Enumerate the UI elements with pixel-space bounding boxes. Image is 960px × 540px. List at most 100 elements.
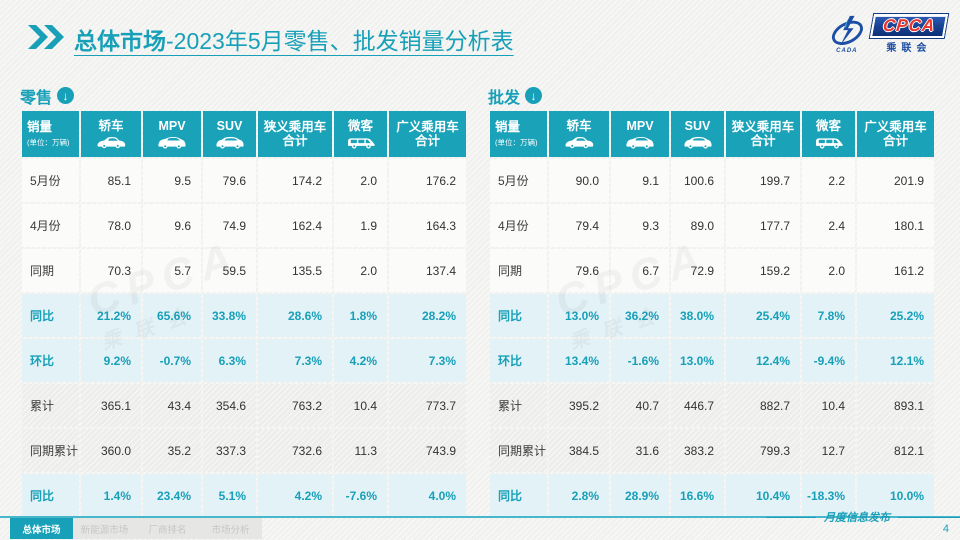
cell-value: 137.4 (389, 249, 466, 292)
cell-value: -18.3% (802, 474, 855, 517)
row-label: 环比 (22, 339, 79, 382)
table-row: 同比 21.2% 65.6% 33.8% 28.6% 1.8% 28.2% (22, 294, 466, 337)
suv-icon (671, 136, 724, 149)
cell-value: 43.4 (143, 384, 201, 427)
cell-value: 395.2 (549, 384, 609, 427)
cell-value: 180.1 (857, 204, 934, 247)
page-title: 总体市场-2023年5月零售、批发销量分析表 (74, 22, 514, 56)
mpv-icon (143, 136, 201, 149)
cell-value: 6.3% (203, 339, 256, 382)
cell-value: 100.6 (671, 159, 724, 202)
table-row: 环比 13.4% -1.6% 13.0% 12.4% -9.4% 12.1% (490, 339, 934, 382)
cell-value: 201.9 (857, 159, 934, 202)
wholesale-label-row: 批发 ↓ (488, 84, 936, 107)
row-label: 4月份 (22, 204, 79, 247)
sedan-icon (81, 136, 141, 149)
row-label: 5月份 (22, 159, 79, 202)
retail-label: 零售 (20, 89, 53, 107)
row-label: 4月份 (490, 204, 547, 247)
cpca-logo: CADA CPCA 乘联会 (827, 13, 949, 54)
cpca-swoosh-icon: CADA (827, 13, 867, 54)
retail-table-block: 零售 ↓ 销量 (单位：万辆) 轿车 MPV SUV 狭义乘用车 合计 微客 广义乘用车 合计 5月… (20, 84, 468, 519)
cell-value: -1.6% (611, 339, 669, 382)
wholesale-label: 批发 (488, 89, 521, 107)
wholesale-table: 销量 (单位：万辆) 轿车 MPV SUV 狭义乘用车 合计 微客 广义乘用车 合计 5月份 90.0… (488, 109, 936, 519)
table-row: 同比 2.8% 28.9% 16.6% 10.4% -18.3% 10.0% (490, 474, 934, 517)
cell-value: 743.9 (389, 429, 466, 472)
column-header-suv: SUV (203, 111, 256, 157)
cell-value: 2.4 (802, 204, 855, 247)
cell-value: 10.4% (726, 474, 800, 517)
cell-value: -9.4% (802, 339, 855, 382)
cell-value: -7.6% (334, 474, 387, 517)
cell-value: 199.7 (726, 159, 800, 202)
cell-value: 1.4% (81, 474, 141, 517)
cell-value: 25.4% (726, 294, 800, 337)
sales-volume-header: 销量 (单位：万辆) (490, 111, 547, 157)
column-header-suv: SUV (671, 111, 724, 157)
table-row: 同期累计 384.5 31.6 383.2 799.3 12.7 812.1 (490, 429, 934, 472)
footer-tab-nev-market[interactable]: 新能源市场 (73, 518, 136, 539)
cell-value: 9.1 (611, 159, 669, 202)
cell-value: 176.2 (389, 159, 466, 202)
cell-value: 36.2% (611, 294, 669, 337)
column-header-mpv: MPV (143, 111, 201, 157)
cell-value: 159.2 (726, 249, 800, 292)
suv-icon (203, 136, 256, 149)
footer-tab-market-analysis[interactable]: 市场分析 (199, 518, 262, 539)
cell-value: 13.4% (549, 339, 609, 382)
footer-tab-oem-ranking[interactable]: 厂商排名 (136, 518, 199, 539)
row-label: 同期累计 (490, 429, 547, 472)
footer-tab-overall-market[interactable]: 总体市场 (10, 518, 73, 539)
table-row: 5月份 85.1 9.5 79.6 174.2 2.0 176.2 (22, 159, 466, 202)
double-chevron-icon (28, 24, 64, 54)
cell-value: 5.1% (203, 474, 256, 517)
cell-value: 31.6 (611, 429, 669, 472)
cell-value: -0.7% (143, 339, 201, 382)
cell-value: 12.1% (857, 339, 934, 382)
cell-value: 164.3 (389, 204, 466, 247)
table-row: 4月份 78.0 9.6 74.9 162.4 1.9 164.3 (22, 204, 466, 247)
column-header-mpv: MPV (611, 111, 669, 157)
cell-value: 7.3% (389, 339, 466, 382)
row-label: 同比 (22, 474, 79, 517)
cell-value: 882.7 (726, 384, 800, 427)
row-label: 环比 (490, 339, 547, 382)
row-label: 同期累计 (22, 429, 79, 472)
cell-value: 360.0 (81, 429, 141, 472)
column-header-microvan: 微客 (334, 111, 387, 157)
cell-value: 13.0% (549, 294, 609, 337)
cell-value: 79.6 (203, 159, 256, 202)
cell-value: 38.0% (671, 294, 724, 337)
cell-value: 9.2% (81, 339, 141, 382)
cell-value: 16.6% (671, 474, 724, 517)
cpca-wordmark: CPCA 乘联会 (869, 13, 949, 54)
footer-note: 月度信息发布 (766, 509, 960, 525)
cell-value: 6.7 (611, 249, 669, 292)
cell-value: 2.0 (334, 159, 387, 202)
column-header-narrow-pv-total: 狭义乘用车 合计 (258, 111, 332, 157)
cell-value: 383.2 (671, 429, 724, 472)
row-label: 同比 (22, 294, 79, 337)
cell-value: 177.7 (726, 204, 800, 247)
cell-value: 33.8% (203, 294, 256, 337)
cell-value: 90.0 (549, 159, 609, 202)
table-row: 4月份 79.4 9.3 89.0 177.7 2.4 180.1 (490, 204, 934, 247)
table-row: 同期累计 360.0 35.2 337.3 732.6 11.3 743.9 (22, 429, 466, 472)
column-header-microvan: 微客 (802, 111, 855, 157)
cell-value: 28.2% (389, 294, 466, 337)
circle-down-arrow-icon: ↓ (525, 87, 543, 104)
cell-value: 35.2 (143, 429, 201, 472)
cell-value: 384.5 (549, 429, 609, 472)
cell-value: 162.4 (258, 204, 332, 247)
footer-note-text: 月度信息发布 (824, 511, 890, 524)
cell-value: 23.4% (143, 474, 201, 517)
column-header-broad-pv-total: 广义乘用车 合计 (857, 111, 934, 157)
cell-value: 89.0 (671, 204, 724, 247)
cell-value: 78.0 (81, 204, 141, 247)
cell-value: 799.3 (726, 429, 800, 472)
cell-value: 10.4 (802, 384, 855, 427)
cell-value: 40.7 (611, 384, 669, 427)
row-label: 同期 (490, 249, 547, 292)
